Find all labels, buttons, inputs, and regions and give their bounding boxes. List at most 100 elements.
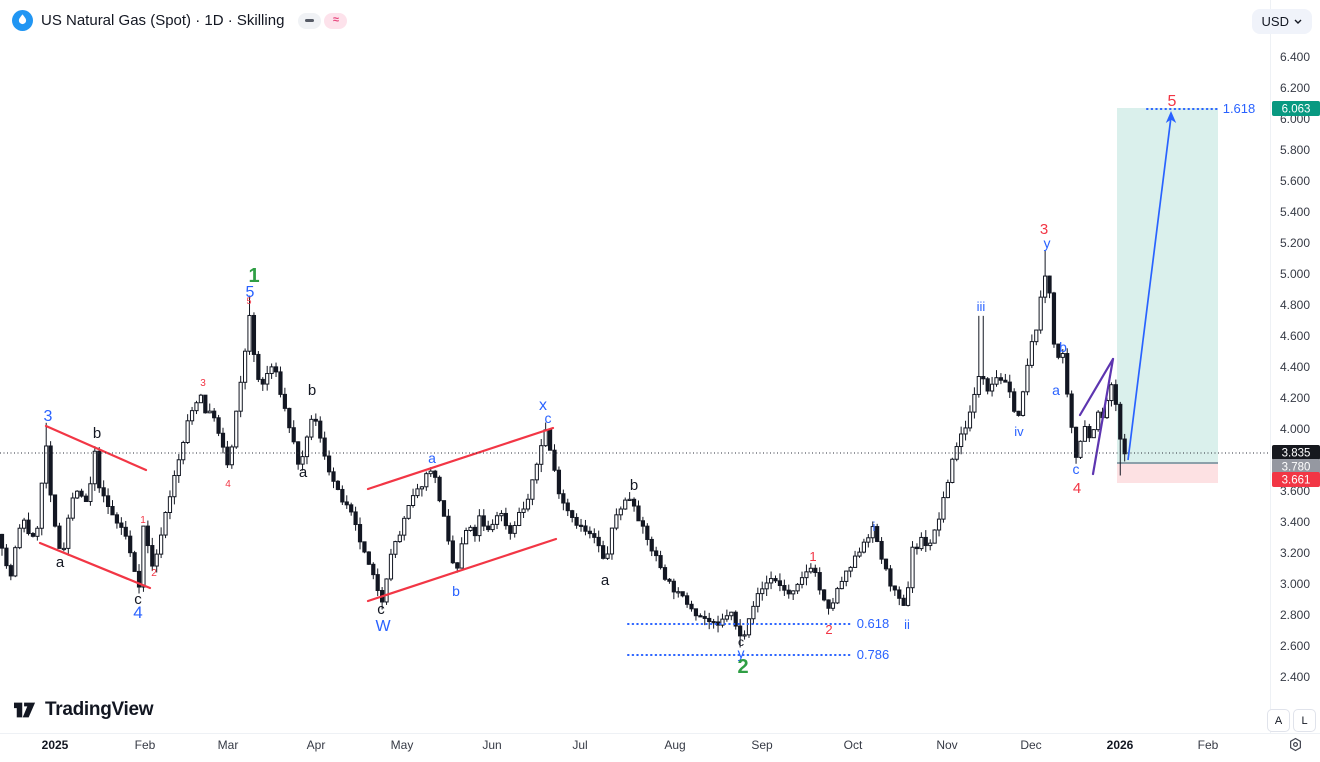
candle-body <box>464 530 469 545</box>
candle-body <box>388 553 394 580</box>
wave-label[interactable]: a <box>601 572 610 589</box>
fib-label: 0.786 <box>857 647 890 662</box>
candle-body <box>592 533 597 538</box>
candle-body <box>1073 426 1079 458</box>
wave-label[interactable]: 2 <box>825 622 832 637</box>
wave-label[interactable]: b <box>93 425 101 442</box>
wave-label[interactable]: a <box>299 464 308 481</box>
price-badge-label: 3.780 <box>1282 462 1311 474</box>
candle-body <box>357 524 363 543</box>
wave-label[interactable]: 1 <box>248 265 259 287</box>
chart-settings-gear-icon[interactable] <box>1288 737 1303 757</box>
price-badge <box>1272 445 1320 460</box>
candle-body <box>967 411 973 429</box>
wave-label[interactable]: 2 <box>151 568 157 579</box>
candle-body <box>203 394 208 414</box>
wave-label[interactable]: y <box>1044 235 1051 251</box>
candle-body <box>733 611 738 627</box>
wave-label[interactable]: 5 <box>246 296 251 306</box>
wave-label[interactable]: b <box>630 477 638 494</box>
symbol-logo-icon <box>12 10 33 31</box>
wave-label[interactable]: c <box>738 635 744 649</box>
wave-label[interactable]: iii <box>977 299 986 314</box>
wave-label[interactable]: 3 <box>1040 221 1048 238</box>
candle-body <box>0 533 5 549</box>
currency-label: USD <box>1261 14 1289 29</box>
wave-label[interactable]: b <box>452 583 460 599</box>
price-axis[interactable]: 6.4006.2006.0005.8005.6005.4005.2005.000… <box>1280 50 1310 684</box>
wave-label[interactable]: c <box>545 410 552 426</box>
wave-label[interactable]: 5 <box>246 284 255 301</box>
projection-arrow[interactable] <box>1127 111 1177 461</box>
wave-label[interactable]: iv <box>1014 424 1024 439</box>
wave-label[interactable]: c <box>1073 461 1080 477</box>
candle-body <box>720 618 725 626</box>
candle-body <box>556 469 562 495</box>
wave-label[interactable]: y <box>738 645 745 661</box>
red-trendline[interactable] <box>366 426 555 491</box>
time-tick-label: 2025 <box>42 738 69 752</box>
time-axis[interactable]: 2025 Feb Mar Apr May Jun Jul Aug Sep Oct Nov Dec 202… <box>42 738 1219 752</box>
candle-body <box>835 588 840 604</box>
trendlines[interactable] <box>38 357 1115 603</box>
candle-body <box>52 494 58 527</box>
purple-trendline[interactable] <box>1078 357 1115 417</box>
wave-label[interactable]: 2 <box>737 656 748 678</box>
wave-label[interactable]: c <box>377 601 385 618</box>
candle-body <box>260 378 265 385</box>
projection-zones[interactable] <box>1117 108 1218 483</box>
candle-body <box>176 459 181 477</box>
candle-body <box>1087 426 1092 439</box>
candle-body <box>185 420 190 443</box>
purple-trendline[interactable] <box>1091 357 1115 476</box>
wave-label[interactable]: W <box>375 618 391 635</box>
candle-body <box>636 505 641 522</box>
wave-label[interactable]: a <box>56 554 65 571</box>
currency-dropdown[interactable]: USD <box>1251 9 1312 34</box>
candle-body <box>114 514 120 524</box>
wave-label[interactable]: a <box>1052 382 1060 398</box>
wave-label[interactable]: 1 <box>140 515 146 526</box>
arrowhead-icon <box>1165 111 1177 123</box>
candle-body <box>1096 411 1101 431</box>
candlestick-series <box>0 250 1127 648</box>
symbol-title[interactable]: US Natural Gas (Spot) · 1D · Skilling <box>41 12 285 29</box>
wave-label[interactable]: a <box>428 450 436 466</box>
candle-body <box>910 546 915 589</box>
wave-label[interactable]: 4 <box>225 479 231 490</box>
auto-scale-button[interactable]: A <box>1267 709 1290 732</box>
fibonacci-levels[interactable]: 0.618 0.786 1.618 <box>627 101 1255 662</box>
candle-body <box>273 366 279 373</box>
wave-label[interactable]: ii <box>904 617 910 632</box>
tradingview-brand[interactable]: TradingView <box>12 699 154 721</box>
candle-body <box>923 536 928 547</box>
wave-label[interactable]: 4 <box>133 603 142 622</box>
elliott-wave-labels[interactable]: 3ba12c434155abcWabxcabcy212iiiiiiiv3ybac… <box>44 93 1177 678</box>
wave-label[interactable]: 1 <box>809 549 816 564</box>
wave-label[interactable]: 5 <box>1168 93 1177 110</box>
candle-body <box>490 523 495 531</box>
wave-label[interactable]: 3 <box>200 378 206 389</box>
wave-label[interactable]: 4 <box>1073 480 1081 497</box>
wave-indicator-button[interactable]: ≈ <box>324 12 348 29</box>
candle-body <box>282 393 287 409</box>
wave-label[interactable]: i <box>873 519 876 534</box>
candle-body <box>92 450 97 485</box>
log-scale-button[interactable]: L <box>1293 709 1316 732</box>
candle-body <box>88 483 93 503</box>
wave-label[interactable]: b <box>1059 339 1067 355</box>
hide-indicator-button[interactable] <box>298 12 322 29</box>
candle-body <box>1029 341 1034 366</box>
red-trendline[interactable] <box>44 424 148 472</box>
candle-body <box>804 571 809 579</box>
wave-label[interactable]: x <box>539 397 547 414</box>
wave-label[interactable]: b <box>308 382 316 399</box>
tradingview-logo-icon <box>14 702 36 718</box>
wave-label[interactable]: 3 <box>44 408 53 425</box>
wave-label[interactable]: c <box>134 591 142 608</box>
red-trendline[interactable] <box>366 537 558 603</box>
red-trendline[interactable] <box>38 541 152 590</box>
candle-body <box>711 621 716 624</box>
